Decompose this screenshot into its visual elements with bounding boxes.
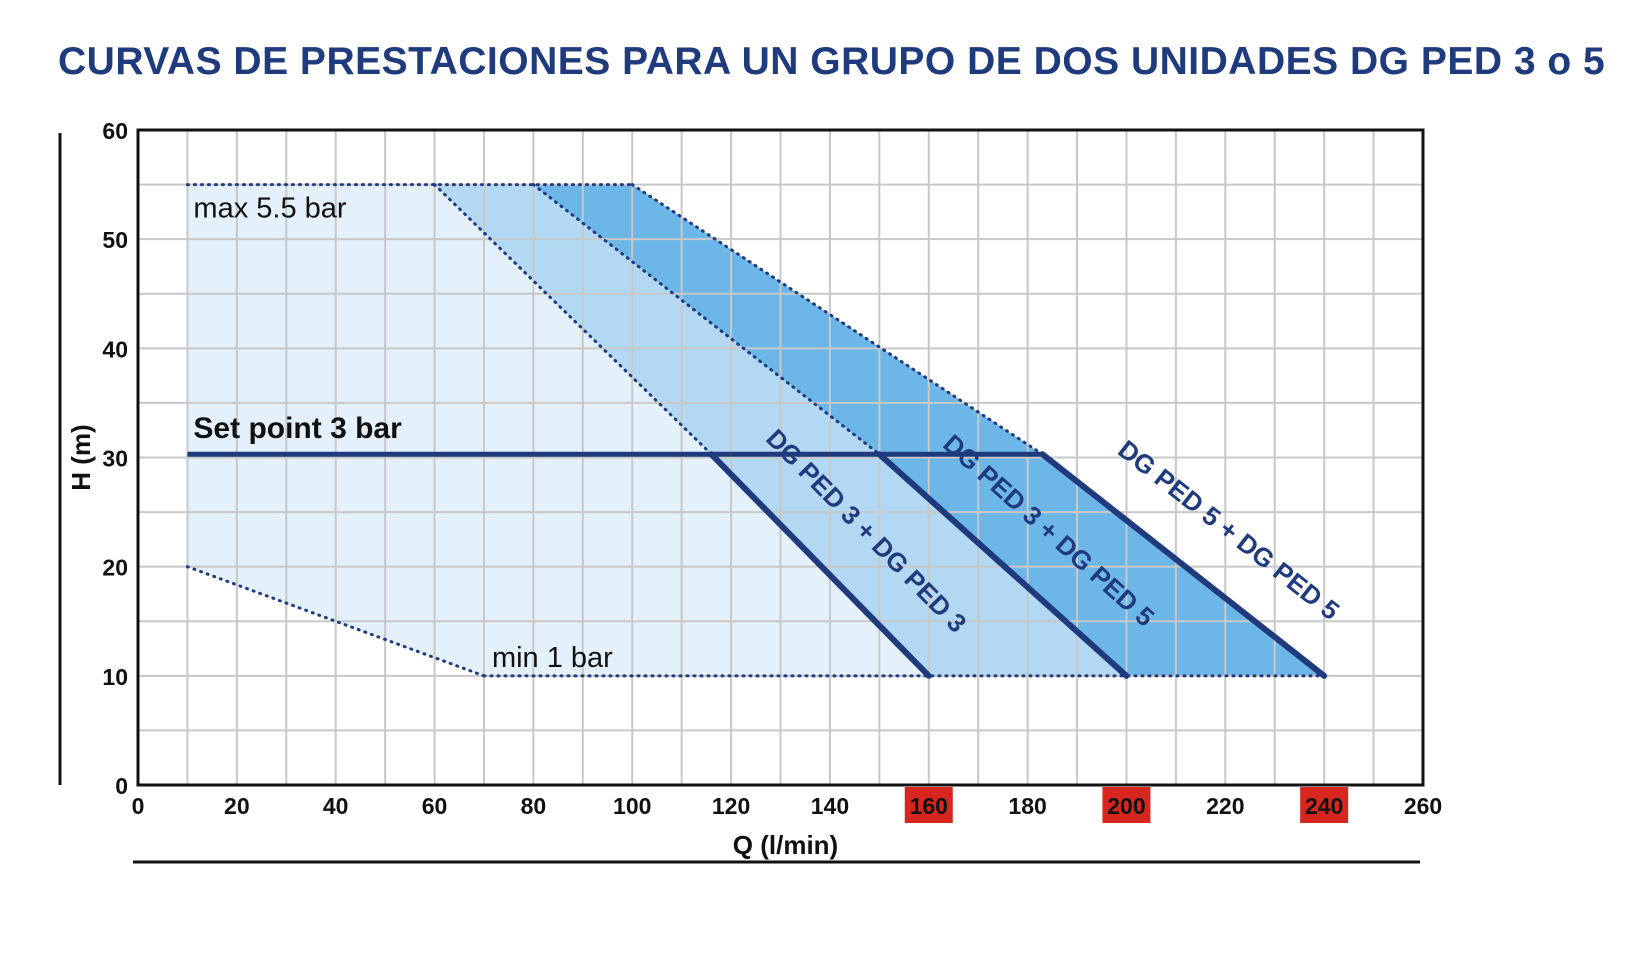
- x-tick-label: 260: [1404, 793, 1442, 819]
- max-pressure-label: max 5.5 bar: [193, 193, 346, 225]
- chart-title: CURVAS DE PRESTACIONES PARA UN GRUPO DE …: [58, 40, 1606, 83]
- x-tick-label: 100: [613, 793, 651, 819]
- curve-dotted-segment: [531, 183, 881, 456]
- x-tick-label: 60: [422, 793, 448, 819]
- curve-solid-segment: [708, 451, 932, 679]
- y-axis-label: H (m): [66, 424, 96, 490]
- x-tick-label: 160: [910, 793, 948, 819]
- set-point-label: Set point 3 bar: [193, 412, 402, 445]
- x-tick-label: 200: [1107, 793, 1145, 819]
- x-tick-label: 40: [323, 793, 349, 819]
- x-axis-label: Q (l/min): [733, 830, 838, 860]
- y-tick-label: 50: [102, 227, 128, 253]
- x-tick-label: 120: [712, 793, 750, 819]
- y-tick-label: 30: [102, 446, 128, 472]
- grid-layer: [138, 130, 1423, 785]
- curves-layer: [187, 451, 1328, 679]
- y-tick-label: 60: [102, 118, 128, 144]
- plot-frame: [136, 128, 1425, 787]
- x-tick-highlight: [1102, 787, 1151, 823]
- x-tick-label: 140: [811, 793, 849, 819]
- curve-solid-segment: [876, 451, 1130, 679]
- curve-dotted-segment: [630, 183, 1044, 456]
- x-tick-label: 220: [1206, 793, 1244, 819]
- region-dg-ped-3-3: [187, 184, 929, 676]
- axes-layer: 0 20 40 60 80 100 120 140 160 180 200 220 240 260 0 10 2…: [58, 118, 1442, 864]
- x-tick-highlight: [1300, 787, 1349, 823]
- y-tick-label: 0: [115, 773, 128, 799]
- x-tick-label: 0: [132, 793, 145, 819]
- curve-dotted-segment: [433, 183, 713, 456]
- x-tick-label: 20: [224, 793, 250, 819]
- x-tick-label: 80: [521, 793, 547, 819]
- x-tick-label: 180: [1008, 793, 1046, 819]
- min-pressure-label: min 1 bar: [492, 642, 613, 674]
- y-tick-label: 40: [102, 336, 128, 362]
- x-tick-label: 240: [1305, 793, 1343, 819]
- y-tick-label: 20: [102, 555, 128, 581]
- pressure-bounds-layer: [185, 183, 1326, 678]
- curve-solid-segment: [1039, 451, 1328, 679]
- y-tick-label: 10: [102, 664, 128, 690]
- x-tick-highlight: [904, 787, 953, 823]
